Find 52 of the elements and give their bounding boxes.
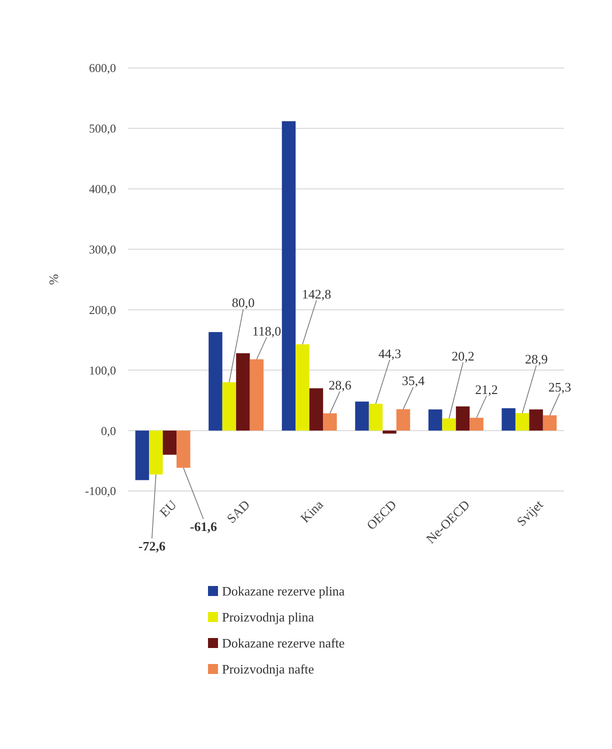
data-label: -72,6 xyxy=(138,538,166,554)
data-label: 118,0 xyxy=(252,323,282,338)
bar xyxy=(176,430,190,468)
x-tick-label: SAD xyxy=(224,496,253,526)
legend-label: Dokazane rezerve nafte xyxy=(222,636,345,651)
y-tick-label: 100,0 xyxy=(89,363,116,378)
y-tick-label: 400,0 xyxy=(89,182,116,196)
bar xyxy=(323,413,337,431)
bar xyxy=(442,418,456,431)
data-label: 20,2 xyxy=(452,348,474,364)
bar xyxy=(355,402,369,431)
data-label: 80,0 xyxy=(232,295,255,310)
y-tick-label: 600,0 xyxy=(89,61,116,76)
bar xyxy=(250,359,264,431)
bar xyxy=(382,430,396,434)
bar xyxy=(396,409,410,431)
y-tick-label: -100,0 xyxy=(85,484,116,498)
data-label: -61,6 xyxy=(190,519,218,534)
bar xyxy=(515,413,530,431)
bar xyxy=(296,344,310,431)
bar xyxy=(368,404,383,431)
y-tick-label: 300,0 xyxy=(89,242,116,256)
y-axis-title: % xyxy=(46,274,61,285)
y-tick-label: 200,0 xyxy=(89,302,116,317)
legend-label: Proizvodnja nafte xyxy=(222,662,314,677)
data-label: 21,2 xyxy=(475,382,498,397)
x-tick-label: EU xyxy=(156,496,180,520)
bar xyxy=(542,415,557,431)
bar xyxy=(502,408,516,431)
bar xyxy=(282,121,296,431)
legend-label: Proizvodnja plina xyxy=(222,610,314,625)
bar xyxy=(529,409,543,431)
data-label: 28,9 xyxy=(524,351,548,366)
data-label: 25,3 xyxy=(548,379,572,394)
bar xyxy=(236,353,250,431)
bar xyxy=(149,430,163,474)
bar xyxy=(309,388,324,431)
bar xyxy=(428,409,442,431)
bar xyxy=(456,406,470,431)
bar xyxy=(135,430,150,480)
y-tick-label: 500,0 xyxy=(89,122,116,136)
y-tick-label: 0,0 xyxy=(101,424,116,438)
legend-label: Dokazane rezerve plina xyxy=(222,584,345,599)
bar xyxy=(162,430,177,455)
bar xyxy=(470,418,484,431)
data-label: 44,3 xyxy=(378,346,402,361)
bar xyxy=(222,382,236,431)
data-label: 35,4 xyxy=(402,373,426,388)
data-label: 142,8 xyxy=(302,286,332,302)
x-tick-label: Kina xyxy=(297,496,326,526)
data-label: 28,6 xyxy=(328,377,352,392)
bar xyxy=(208,332,222,431)
